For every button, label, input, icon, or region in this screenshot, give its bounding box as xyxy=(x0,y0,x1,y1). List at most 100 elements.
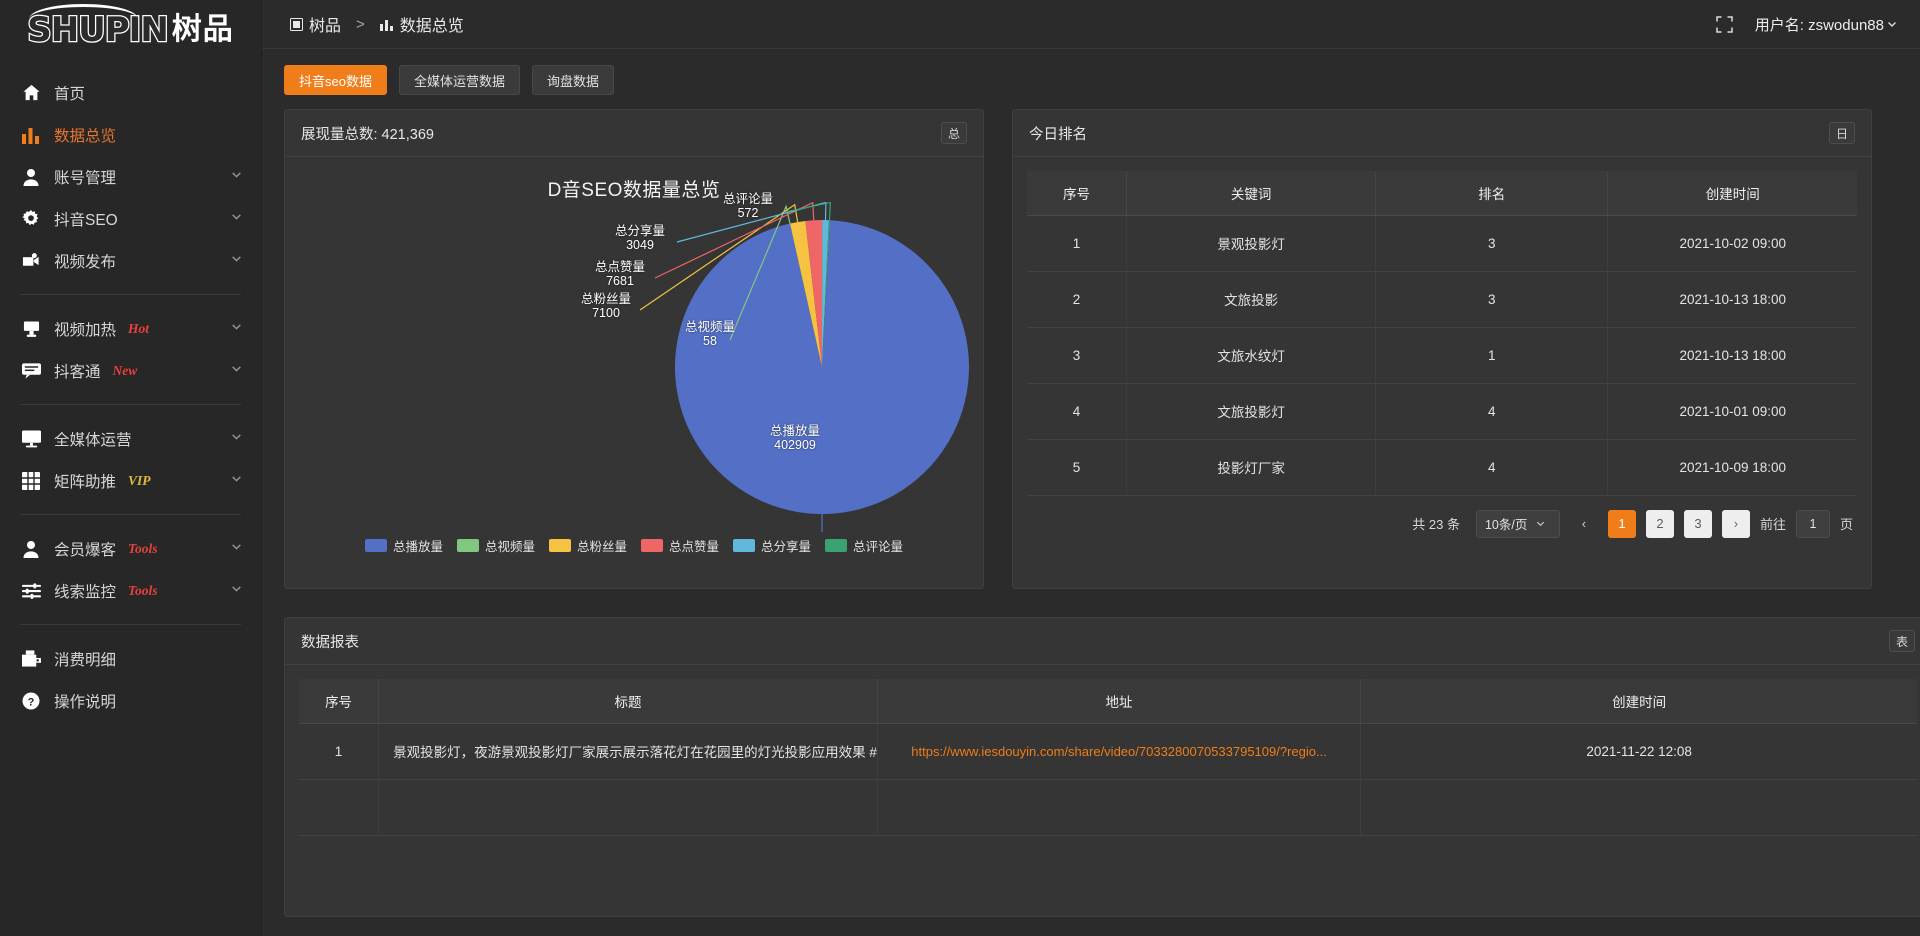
pie-card-badge[interactable]: 总 xyxy=(941,122,967,144)
legend-item-0[interactable]: 总播放量 xyxy=(364,536,443,555)
legend-swatch xyxy=(733,539,756,552)
chevron-down-icon[interactable] xyxy=(230,168,243,186)
table-row[interactable]: 3 文旅水纹灯 1 2021-10-13 18:00 xyxy=(1027,327,1857,384)
rank-cell-3: 2021-10-13 18:00 xyxy=(1607,271,1857,328)
legend-label: 总视频量 xyxy=(484,540,535,554)
rank-cell-1: 文旅投影灯 xyxy=(1126,383,1377,440)
legend-label: 总评论量 xyxy=(853,540,904,554)
rank-cell-0: 2 xyxy=(1027,271,1128,328)
sidebar-item-bar-chart[interactable]: 数据总览 xyxy=(0,114,261,155)
rank-cell-3: 2021-10-02 09:00 xyxy=(1607,215,1857,272)
tab-2[interactable]: 询盘数据 xyxy=(531,65,614,95)
user-icon xyxy=(20,167,42,187)
sidebar-item-member[interactable]: 会员爆客 Tools xyxy=(0,528,261,569)
page-size-value: 10条/页 xyxy=(1484,518,1528,532)
breadcrumb-current-label: 数据总览 xyxy=(399,18,464,35)
today-rank-card: 今日排名 日 序号 关键词 排名 创建时间 1 景观投影灯 3 2021-10-02 09:… xyxy=(1012,109,1872,589)
legend-item-3[interactable]: 总点赞量 xyxy=(641,536,719,555)
sidebar-item-monitor[interactable]: 全媒体运营 xyxy=(0,418,261,459)
legend-item-2[interactable]: 总粉丝量 xyxy=(548,536,627,555)
table-row[interactable]: 5 投影灯厂家 4 2021-10-09 18:00 xyxy=(1027,439,1857,496)
chevron-down-icon xyxy=(1888,22,1896,27)
pagination-next[interactable]: › xyxy=(1721,509,1750,538)
rank-table: 序号 关键词 排名 创建时间 1 景观投影灯 3 2021-10-02 09:00 2 文旅投影… xyxy=(1027,171,1857,496)
page-size-select[interactable]: 10条/页 xyxy=(1475,509,1560,538)
breadcrumb-item-root[interactable]: 树品 xyxy=(290,12,341,36)
tab-0[interactable]: 抖音seo数据 xyxy=(284,65,387,95)
chevron-down-icon[interactable] xyxy=(230,252,243,270)
fullscreen-icon[interactable] xyxy=(1716,15,1733,33)
pagination-prev[interactable]: ‹ xyxy=(1581,516,1587,531)
legend-item-4[interactable]: 总分享量 xyxy=(733,536,811,555)
rank-cell-2: 4 xyxy=(1375,383,1609,440)
impression-total-label: 展现量总数: 421,369 xyxy=(301,126,434,143)
brand-logo[interactable]: SHUPIN 树品 xyxy=(0,0,261,56)
pagination-page-2[interactable]: 2 xyxy=(1645,509,1674,538)
user-menu[interactable]: 用户名: zswodun88 xyxy=(1755,14,1898,35)
topbar-right: 用户名: zswodun88 xyxy=(1716,14,1898,35)
rank-pagination: 共 23 条 10条/页 ‹ 1 2 3 › 前往 页 xyxy=(1013,496,1871,538)
rank-cell-1: 投影灯厂家 xyxy=(1126,439,1377,496)
sidebar-item-badge: Tools xyxy=(128,582,158,598)
chart-legend: 总播放量 总视频量 总粉丝量 总点赞量 总分享量 总评论量 xyxy=(285,536,983,555)
pie-label-fans: 总粉丝量 7100 xyxy=(581,292,632,321)
report-cell-url: https://www.iesdouyin.com/share/video/70… xyxy=(877,723,1362,780)
brand-cn-text: 树品 xyxy=(171,13,234,46)
sidebar-item-rocket[interactable]: 视频加热 Hot xyxy=(0,308,261,349)
report-header-row: 序号 标题 地址 创建时间 xyxy=(299,679,1917,724)
chevron-down-icon[interactable] xyxy=(230,472,243,490)
rank-table-wrap: 序号 关键词 排名 创建时间 1 景观投影灯 3 2021-10-02 09:00 2 文旅投影… xyxy=(1013,157,1871,496)
rank-col-header-2: 排名 xyxy=(1375,171,1609,216)
chevron-down-icon[interactable] xyxy=(230,430,243,448)
pagination-page-3[interactable]: 3 xyxy=(1683,509,1712,538)
data-report-card: 数据报表 表 序号 标题 地址 创建时间 1 景观投影灯，夜游景观投影灯厂家展示展示落花… xyxy=(284,617,1920,917)
sidebar-item-label: 矩阵助推 xyxy=(54,473,117,491)
tab-1[interactable]: 全媒体运营数据 xyxy=(398,65,520,95)
report-table-wrap: 序号 标题 地址 创建时间 1 景观投影灯，夜游景观投影灯厂家展示展示落花灯在花园里的灯… xyxy=(285,665,1920,836)
rank-cell-2: 3 xyxy=(1375,271,1609,328)
table-row[interactable]: 2 文旅投影 3 2021-10-13 18:00 xyxy=(1027,271,1857,328)
pie-leader-4 xyxy=(676,202,827,243)
pie-slice-3 xyxy=(805,220,823,367)
legend-item-1[interactable]: 总视频量 xyxy=(456,536,535,555)
table-row[interactable] xyxy=(299,779,1917,836)
chevron-down-icon[interactable] xyxy=(230,362,243,380)
legend-item-5[interactable]: 总评论量 xyxy=(825,536,903,555)
sidebar-item-question[interactable]: ? 操作说明 xyxy=(0,680,261,721)
rank-cell-0: 4 xyxy=(1027,383,1128,440)
sidebar-item-video-upload[interactable]: 视频发布 xyxy=(0,240,261,281)
rank-col-header-1: 关键词 xyxy=(1126,171,1377,216)
rank-card-badge[interactable]: 日 xyxy=(1829,122,1855,144)
table-row[interactable]: 1 景观投影灯 3 2021-10-02 09:00 xyxy=(1027,215,1857,272)
user-label: 用户名: zswodun88 xyxy=(1754,16,1884,34)
rocket-icon xyxy=(20,319,42,339)
report-cell-url-link[interactable]: https://www.iesdouyin.com/share/video/70… xyxy=(911,743,1327,759)
table-row[interactable]: 1 景观投影灯，夜游景观投影灯厂家展示展示落花灯在花园里的灯光投影应用效果 # ht… xyxy=(299,723,1917,780)
chevron-down-icon[interactable] xyxy=(230,540,243,558)
pagination-page-1[interactable]: 1 xyxy=(1607,509,1636,538)
chevron-down-icon[interactable] xyxy=(230,582,243,600)
pie-slice-1 xyxy=(789,223,822,367)
pie-leader-3 xyxy=(654,202,815,279)
video-upload-icon xyxy=(20,251,42,271)
sidebar-item-chat[interactable]: 抖客通 New xyxy=(0,350,261,391)
report-col-header-0: 序号 xyxy=(299,679,380,724)
report-card-badge[interactable]: 表 xyxy=(1889,630,1915,652)
report-cell-index: 1 xyxy=(299,723,380,780)
chevron-down-icon[interactable] xyxy=(230,320,243,338)
sidebar-item-label: 线索监控 xyxy=(54,583,117,601)
report-cell-3 xyxy=(1360,779,1917,836)
sidebar-item-gear[interactable]: 抖音SEO xyxy=(0,198,261,239)
sidebar-item-user[interactable]: 账号管理 xyxy=(0,156,261,197)
sidebar-item-wallet[interactable]: 消费明细 xyxy=(0,638,261,679)
chevron-down-icon[interactable] xyxy=(230,210,243,228)
sidebar-item-grid[interactable]: 矩阵助推 VIP xyxy=(0,460,261,501)
breadcrumb-item-current[interactable]: 数据总览 xyxy=(379,12,464,36)
table-row[interactable]: 4 文旅投影灯 4 2021-10-01 09:00 xyxy=(1027,383,1857,440)
report-cell-created: 2021-11-22 12:08 xyxy=(1360,723,1917,780)
pie-card-body: D音SEO数据量总览 总评论量 572 总分享量 3049 总点赞量 7681 xyxy=(285,157,983,589)
sidebar-item-sliders[interactable]: 线索监控 Tools xyxy=(0,570,261,611)
sidebar-item-home[interactable]: 首页 xyxy=(0,72,261,113)
pagination-goto-input[interactable] xyxy=(1795,509,1830,538)
